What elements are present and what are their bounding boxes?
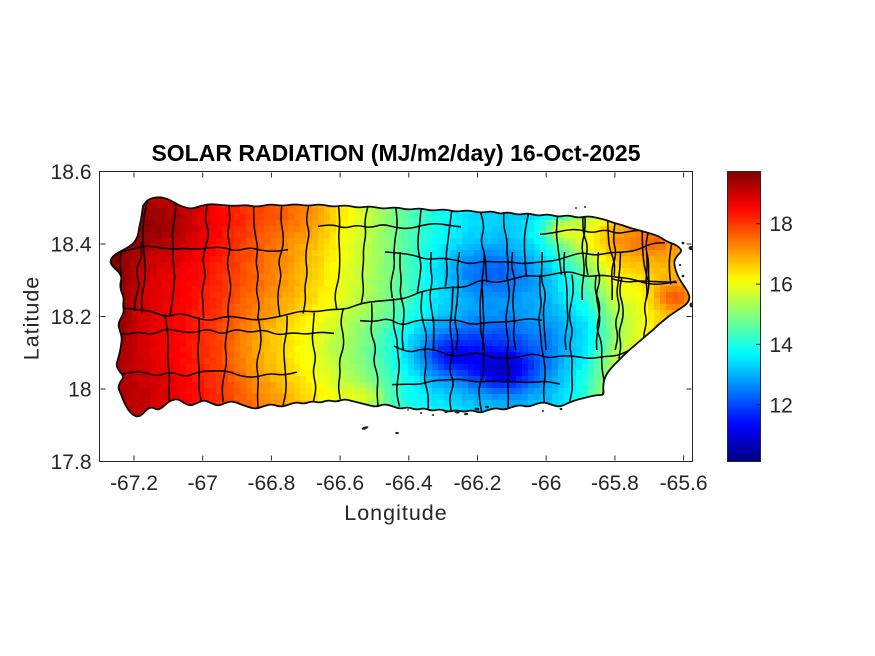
svg-text:Longitude: Longitude [344, 501, 447, 525]
svg-text:18.4: 18.4 [51, 234, 92, 257]
svg-text:-67.2: -67.2 [110, 472, 158, 495]
svg-text:14: 14 [770, 334, 794, 357]
svg-text:SOLAR RADIATION (MJ/m2/day) 16: SOLAR RADIATION (MJ/m2/day) 16-Oct-2025 [151, 140, 640, 166]
svg-text:-66.2: -66.2 [454, 472, 502, 495]
svg-text:18: 18 [68, 379, 91, 402]
svg-text:-65.6: -65.6 [660, 472, 708, 495]
svg-text:-66.4: -66.4 [385, 472, 433, 495]
svg-text:12: 12 [770, 394, 793, 417]
svg-text:17.8: 17.8 [51, 451, 92, 474]
svg-text:-65.8: -65.8 [591, 472, 639, 495]
svg-text:-66.6: -66.6 [316, 472, 364, 495]
svg-text:-67: -67 [188, 472, 218, 495]
svg-text:-66.8: -66.8 [247, 472, 295, 495]
svg-text:18: 18 [770, 213, 793, 236]
svg-text:-66: -66 [531, 472, 561, 495]
svg-text:Latitude: Latitude [20, 276, 44, 361]
svg-text:18.2: 18.2 [51, 306, 92, 329]
svg-text:16: 16 [770, 274, 793, 297]
svg-text:18.6: 18.6 [51, 161, 92, 184]
